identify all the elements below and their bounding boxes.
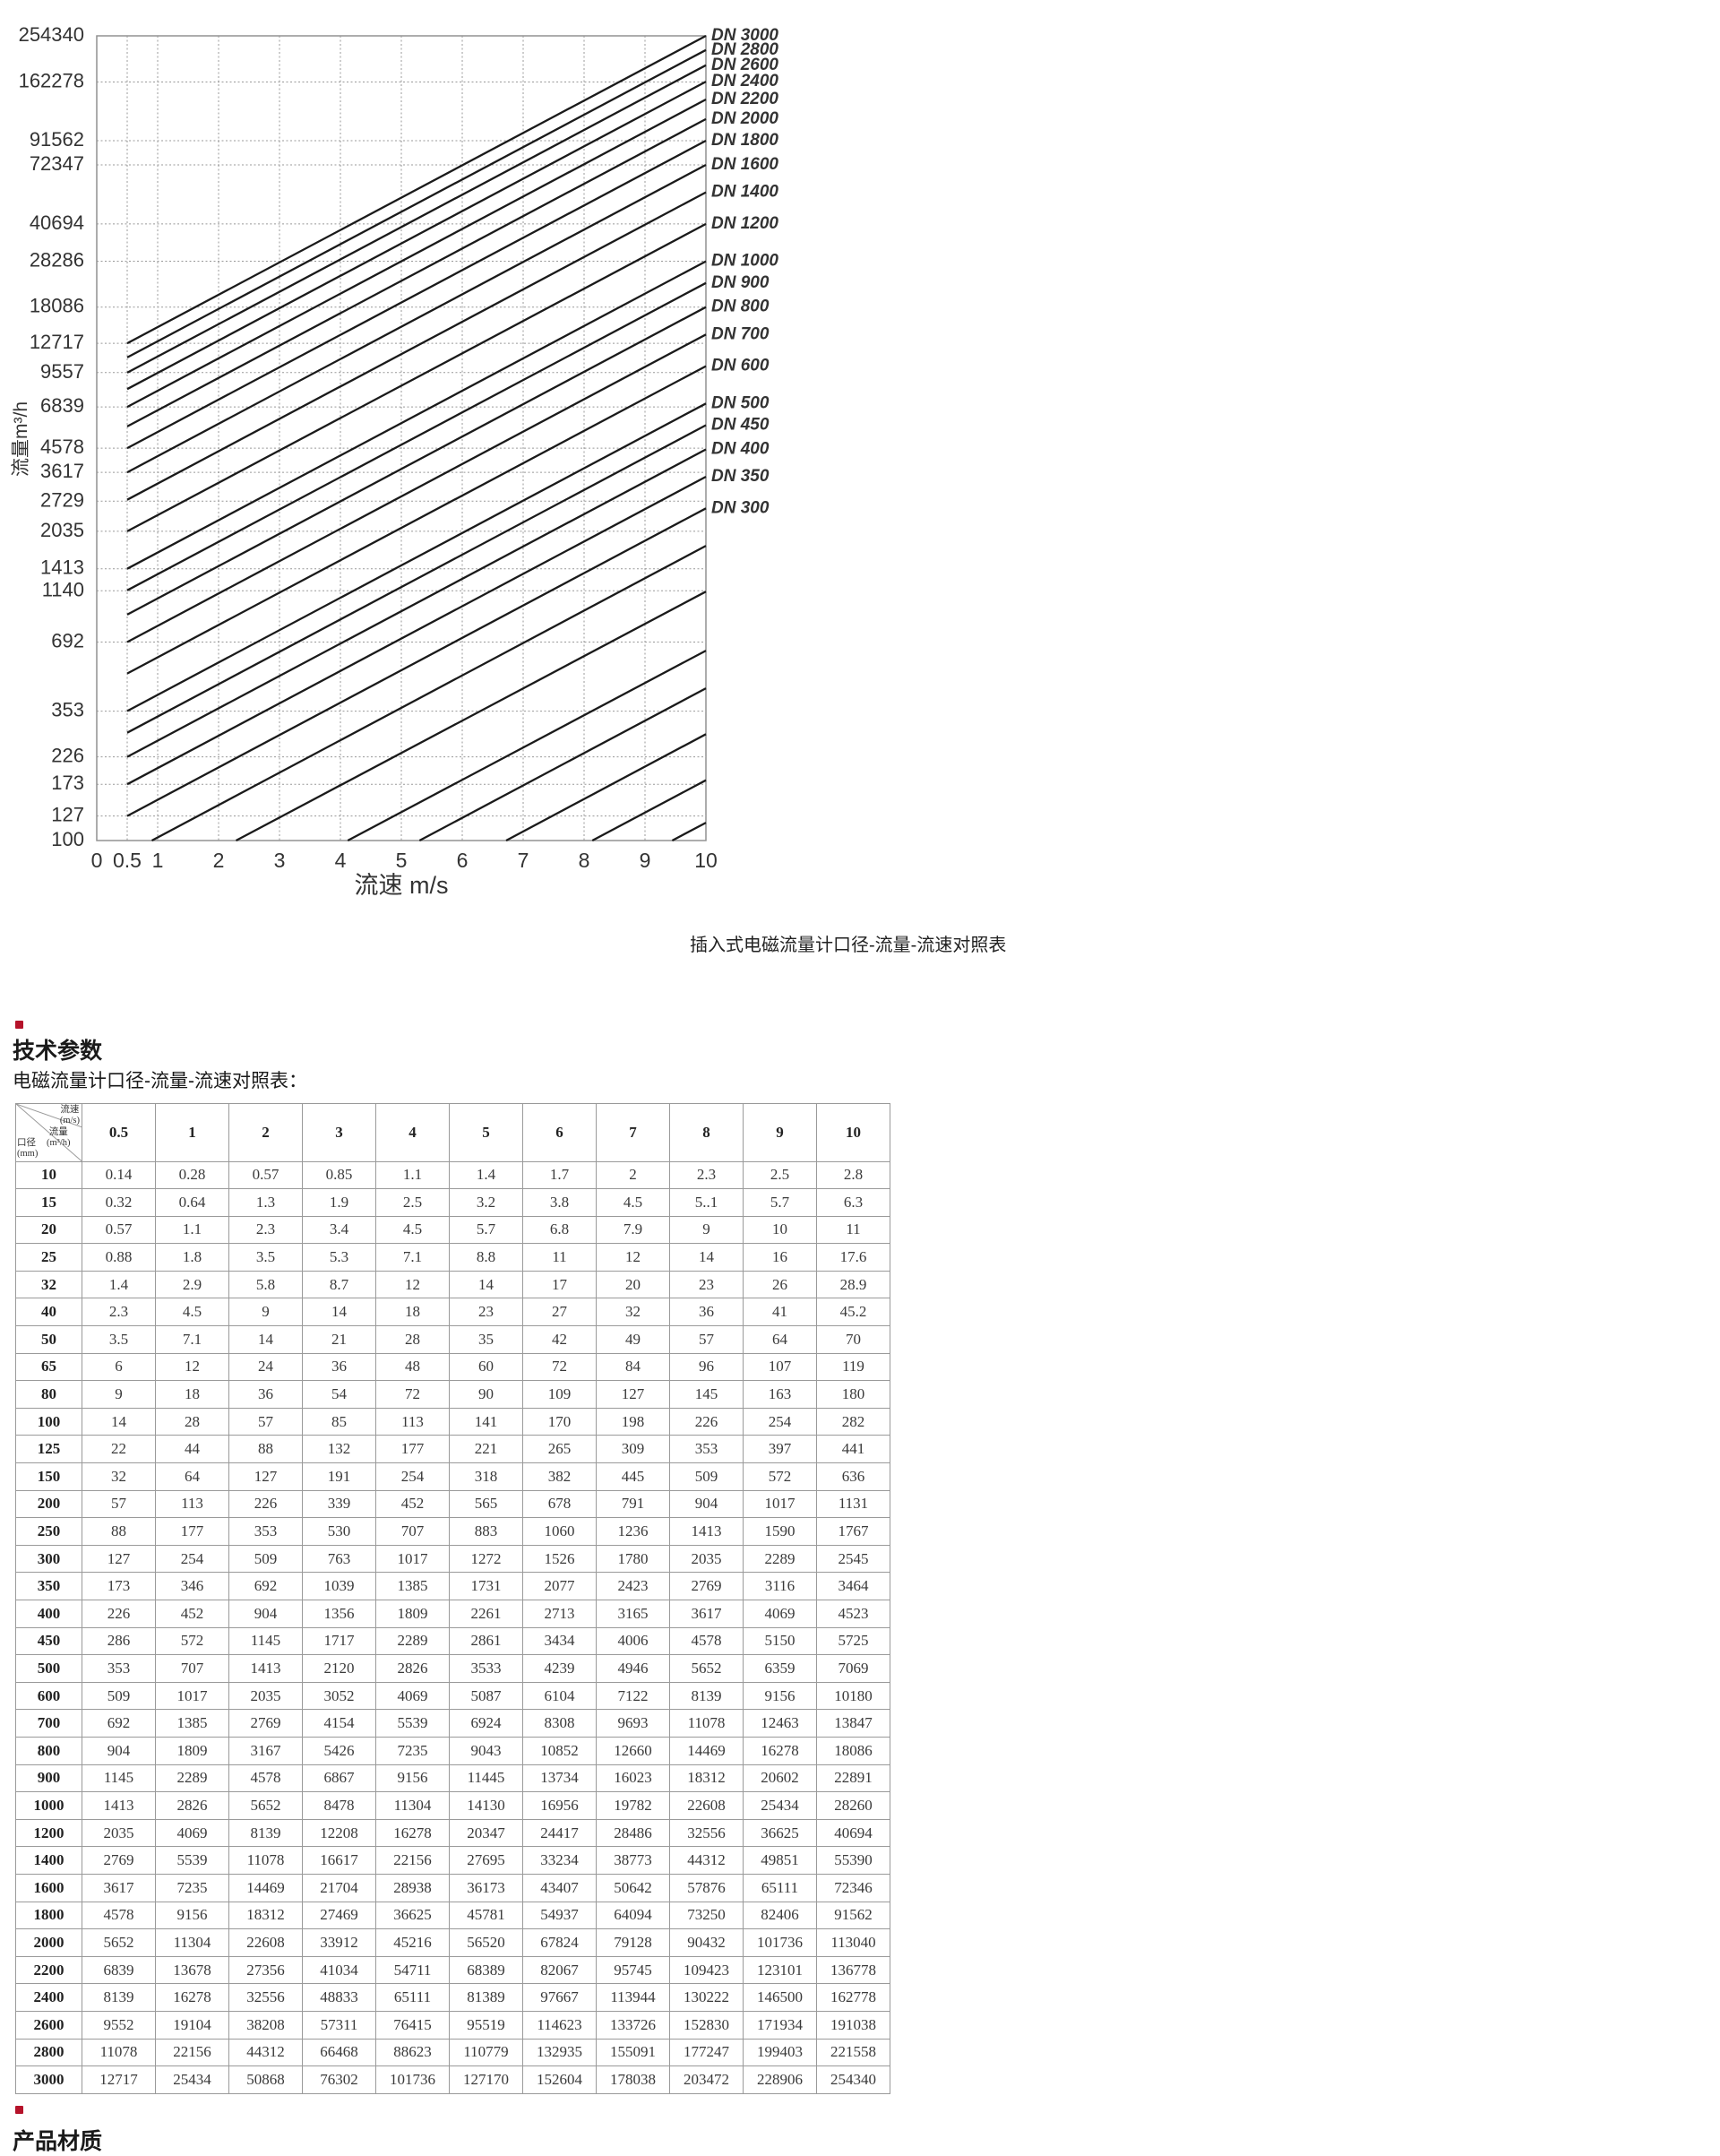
svg-text:DN 700: DN 700 [711, 324, 770, 343]
svg-text:DN 1600: DN 1600 [711, 155, 778, 174]
svg-text:DN 1200: DN 1200 [711, 214, 778, 233]
svg-text:DN 800: DN 800 [711, 298, 770, 316]
svg-text:162278: 162278 [19, 70, 84, 92]
svg-text:4: 4 [335, 849, 347, 872]
svg-text:5: 5 [396, 849, 408, 872]
svg-text:8: 8 [579, 849, 590, 872]
svg-text:DN 1400: DN 1400 [711, 183, 778, 202]
svg-text:692: 692 [51, 630, 84, 652]
svg-text:72347: 72347 [30, 152, 84, 175]
svg-text:DN 350: DN 350 [711, 467, 770, 486]
svg-text:1140: 1140 [42, 578, 84, 600]
svg-text:流速 m/s: 流速 m/s [355, 872, 449, 899]
svg-text:1413: 1413 [40, 556, 84, 579]
svg-text:DN 2000: DN 2000 [711, 109, 778, 128]
svg-text:DN 450: DN 450 [711, 416, 770, 435]
svg-text:0.5: 0.5 [113, 849, 142, 872]
svg-text:3617: 3617 [40, 460, 84, 482]
svg-text:12717: 12717 [30, 331, 84, 353]
svg-text:9: 9 [640, 849, 651, 872]
svg-text:0: 0 [91, 849, 103, 872]
svg-text:DN 500: DN 500 [711, 393, 770, 412]
svg-text:DN 2400: DN 2400 [711, 72, 778, 91]
svg-text:1: 1 [152, 849, 164, 872]
svg-text:353: 353 [51, 699, 84, 721]
svg-text:40694: 40694 [30, 211, 84, 234]
svg-text:流量m³/h: 流量m³/h [11, 401, 31, 477]
svg-text:6: 6 [457, 849, 469, 872]
svg-text:DN 1000: DN 1000 [711, 252, 778, 271]
svg-text:9557: 9557 [40, 360, 84, 383]
svg-text:DN 300: DN 300 [711, 498, 770, 517]
svg-text:127: 127 [51, 804, 84, 826]
svg-text:2035: 2035 [40, 519, 84, 541]
svg-text:254340: 254340 [19, 23, 84, 46]
svg-text:3: 3 [274, 849, 286, 872]
svg-text:6839: 6839 [40, 394, 84, 417]
svg-text:2: 2 [213, 849, 225, 872]
svg-text:DN 900: DN 900 [711, 273, 770, 292]
svg-text:DN 1800: DN 1800 [711, 131, 778, 150]
svg-text:173: 173 [51, 772, 84, 794]
svg-text:DN 400: DN 400 [711, 440, 770, 459]
svg-text:28286: 28286 [30, 249, 84, 272]
svg-text:226: 226 [51, 745, 84, 767]
svg-text:4578: 4578 [40, 436, 84, 458]
svg-text:DN 2200: DN 2200 [711, 90, 778, 108]
svg-text:DN 3000: DN 3000 [711, 26, 778, 45]
svg-text:DN 600: DN 600 [711, 357, 770, 375]
svg-text:7: 7 [518, 849, 529, 872]
svg-text:2729: 2729 [40, 488, 84, 511]
svg-text:10: 10 [694, 849, 718, 872]
svg-text:100: 100 [51, 828, 84, 850]
svg-text:18086: 18086 [30, 295, 84, 317]
svg-text:91562: 91562 [30, 128, 84, 151]
